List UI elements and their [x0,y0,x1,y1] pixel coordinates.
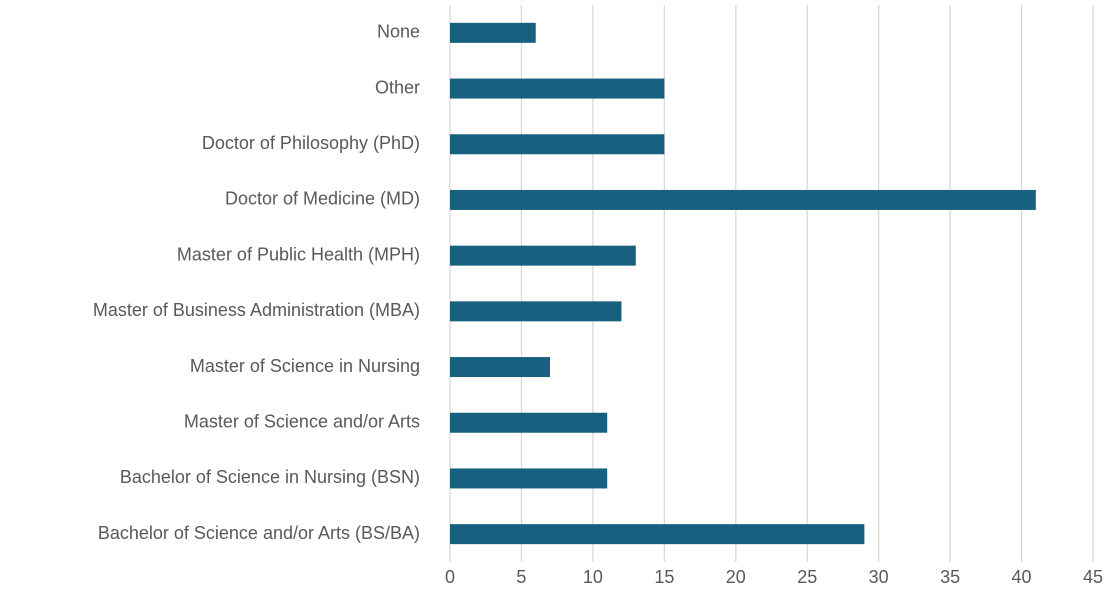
bar [450,134,665,155]
x-tick-label: 0 [445,567,455,587]
y-tick-label: Master of Business Administration (MBA) [93,300,420,320]
y-tick-label: Master of Public Health (MPH) [177,244,420,264]
x-tick-label: 20 [726,567,746,587]
x-tick-label: 15 [654,567,674,587]
y-tick-label: Master of Science and/or Arts [184,412,420,432]
y-tick-label: Doctor of Medicine (MD) [225,189,420,209]
y-tick-label: None [377,22,420,42]
bar [450,22,536,43]
y-tick-label: Other [375,77,420,97]
bar [450,189,1036,210]
y-tick-label: Master of Science in Nursing [190,356,420,376]
bar [450,412,608,433]
x-tick-label: 30 [869,567,889,587]
y-tick-label: Doctor of Philosophy (PhD) [202,133,420,153]
x-tick-label: 10 [583,567,603,587]
bar [450,301,622,322]
bar [450,468,608,489]
y-tick-label: Bachelor of Science and/or Arts (BS/BA) [98,523,420,543]
x-tick-label: 5 [516,567,526,587]
x-tick-label: 25 [797,567,817,587]
y-tick-label: Bachelor of Science in Nursing (BSN) [120,467,420,487]
x-tick-label: 40 [1012,567,1032,587]
bar [450,78,665,99]
bar [450,524,865,545]
x-tick-label: 35 [940,567,960,587]
x-tick-label: 45 [1083,567,1103,587]
bar [450,357,551,378]
bar [450,245,636,266]
